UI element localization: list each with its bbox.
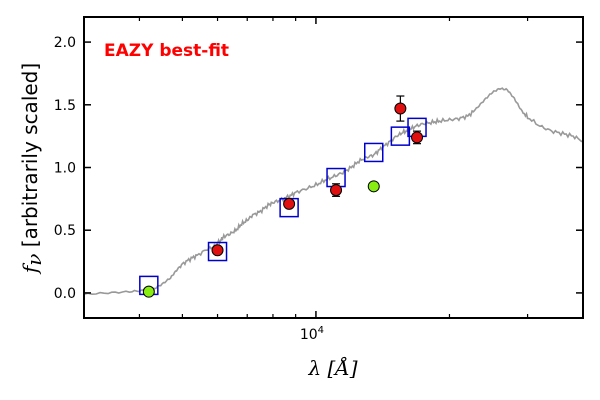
observed-point-red — [283, 197, 296, 210]
x-tick-label: 104 — [300, 325, 324, 343]
annotation-label: EAZY best-fit — [104, 41, 229, 61]
y-tick-label: 1.5 — [54, 98, 76, 114]
observed-point-green — [367, 180, 380, 193]
y-tick-label: 0.5 — [54, 223, 76, 239]
model-photometry-square — [207, 241, 228, 262]
template-spectrum-line — [84, 87, 583, 296]
y-tick-label: 0.0 — [54, 286, 76, 302]
model-photometry-square — [364, 142, 384, 163]
plot-frame — [83, 16, 584, 319]
plot-area — [84, 87, 583, 298]
observed-point-red — [394, 102, 407, 115]
y-tick-label: 1.0 — [54, 161, 76, 177]
y-tick-label: 2.0 — [54, 35, 76, 51]
observed-point-red — [330, 184, 343, 197]
axes: 0.0 0.5 1.0 1.5 2.0 104 — [54, 16, 584, 343]
x-axis-label: λ [Å] — [307, 355, 357, 380]
y-axis-label: fν [arbitrarily scaled] — [18, 63, 46, 275]
observed-point-red — [411, 131, 424, 144]
observed-point-red — [211, 244, 224, 257]
observed-point-green — [142, 285, 155, 298]
